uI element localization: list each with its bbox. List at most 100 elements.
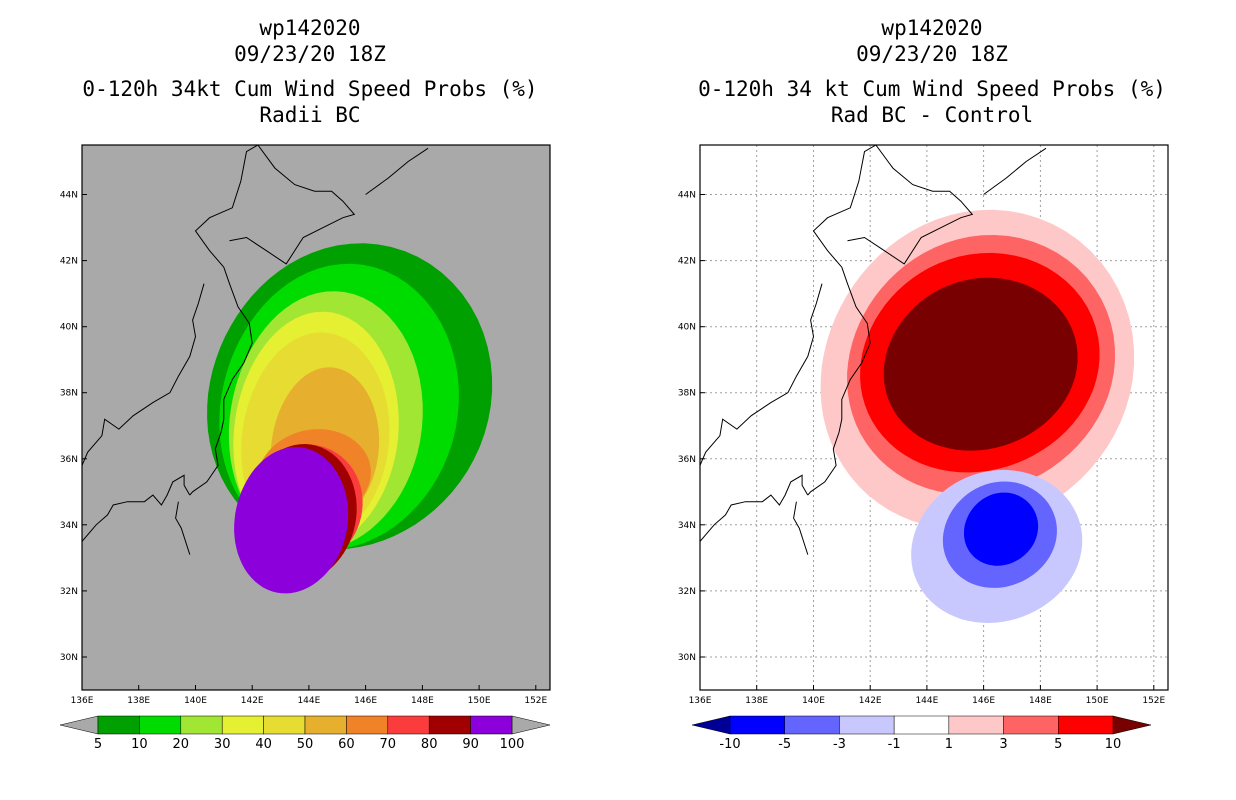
left-legend-swatch bbox=[304, 715, 347, 735]
left-y-tick-label: 30N bbox=[60, 653, 78, 663]
right-legend-swatch bbox=[893, 715, 950, 735]
left-legend-swatch bbox=[97, 715, 140, 735]
right-legend-label: -3 bbox=[833, 737, 846, 752]
left-legend-label: 10 bbox=[131, 737, 148, 752]
right-legend-label: 10 bbox=[1105, 737, 1122, 752]
left-x-tick-label: 136E bbox=[71, 696, 94, 706]
right-legend-label: -1 bbox=[888, 737, 901, 752]
left-title: wp142020 09/23/20 18Z 0-120h 34kt Cum Wi… bbox=[30, 16, 590, 128]
left-coastline-3 bbox=[229, 145, 356, 265]
right-legend-label: -5 bbox=[778, 737, 791, 752]
right-legend-label: 1 bbox=[945, 737, 953, 752]
left-legend-label: 80 bbox=[421, 737, 438, 752]
right-contour-level-neg5 bbox=[964, 492, 1039, 566]
right-x-tick-label: 152E bbox=[1142, 696, 1165, 706]
right-legend-label: 3 bbox=[999, 737, 1007, 752]
left-x-tick-label: 142E bbox=[241, 696, 264, 706]
left-coastline-5 bbox=[82, 474, 191, 542]
right-legend-label: 5 bbox=[1054, 737, 1062, 752]
right-y-tick-label: 42N bbox=[678, 257, 696, 267]
left-x-tick-label: 138E bbox=[127, 696, 150, 706]
left-contour-level-100 bbox=[234, 447, 349, 594]
right-legend-swatch bbox=[1003, 715, 1059, 735]
right-x-tick-label: 140E bbox=[802, 696, 825, 706]
right-storm-id: wp142020 bbox=[881, 16, 983, 40]
left-legend-swatch bbox=[139, 715, 182, 735]
left-x-tick-label: 152E bbox=[524, 696, 547, 706]
right-y-tick-label: 40N bbox=[678, 323, 696, 333]
left-y-tick-label: 40N bbox=[60, 323, 78, 333]
right-y-tick-label: 32N bbox=[678, 587, 696, 597]
right-x-tick-label: 148E bbox=[1029, 696, 1052, 706]
right-legend-label: -10 bbox=[719, 737, 740, 752]
right-y-tick-label: 30N bbox=[678, 653, 696, 663]
right-coastline-1 bbox=[700, 283, 823, 466]
left-coastline-6 bbox=[175, 501, 191, 555]
right-legend-swatch bbox=[784, 715, 840, 735]
right-legend-arrow-low bbox=[691, 715, 731, 735]
left-chart-title: 0-120h 34kt Cum Wind Speed Probs (%) bbox=[82, 77, 538, 102]
right-coastline-6 bbox=[793, 501, 809, 555]
right-chart-subtitle: Rad BC - Control bbox=[830, 102, 1034, 127]
right-coastline-0 bbox=[807, 267, 871, 496]
right-x-tick-label: 146E bbox=[972, 696, 995, 706]
right-coastline-3 bbox=[847, 145, 974, 265]
left-date: 09/23/20 18Z bbox=[234, 41, 386, 66]
left-legend-swatch bbox=[470, 715, 513, 735]
left-x-tick-label: 140E bbox=[184, 696, 207, 706]
left-legend-swatch bbox=[387, 715, 430, 735]
left-legend-label: 90 bbox=[462, 737, 479, 752]
right-x-tick-label: 136E bbox=[689, 696, 712, 706]
right-title: wp142020 09/23/20 18Z 0-120h 34 kt Cum W… bbox=[652, 16, 1212, 128]
right-legend-swatch bbox=[948, 715, 1004, 735]
right-y-tick-label: 44N bbox=[678, 191, 696, 201]
right-x-tick-label: 142E bbox=[859, 696, 882, 706]
right-legend-swatch bbox=[729, 715, 785, 735]
right-coastline-2 bbox=[812, 145, 877, 268]
left-x-tick-label: 150E bbox=[468, 696, 491, 706]
left-legend-label: 70 bbox=[380, 737, 397, 752]
left-coastline-0 bbox=[189, 267, 253, 496]
left-legend-swatch bbox=[221, 715, 264, 735]
left-coastline-2 bbox=[194, 145, 259, 268]
left-coastline-1 bbox=[82, 283, 205, 466]
right-chart-title: 0-120h 34 kt Cum Wind Speed Probs (%) bbox=[698, 77, 1166, 102]
left-y-tick-label: 36N bbox=[60, 455, 78, 465]
left-legend-swatch bbox=[180, 715, 223, 735]
left-coastline-4 bbox=[365, 147, 429, 195]
right-coastline-4 bbox=[983, 147, 1047, 195]
right-legend-swatch bbox=[1058, 715, 1114, 735]
right-legend-swatch bbox=[839, 715, 895, 735]
left-y-tick-label: 34N bbox=[60, 521, 78, 531]
right-coastline-5 bbox=[700, 474, 809, 542]
left-y-tick-label: 32N bbox=[60, 587, 78, 597]
right-contour-level-10 bbox=[883, 277, 1078, 451]
left-y-tick-label: 44N bbox=[60, 191, 78, 201]
left-legend-label: 20 bbox=[173, 737, 190, 752]
left-legend-label: 60 bbox=[338, 737, 355, 752]
left-legend-label: 50 bbox=[297, 737, 314, 752]
left-storm-id: wp142020 bbox=[259, 16, 361, 40]
left-legend-swatch bbox=[263, 715, 306, 735]
left-legend-swatch bbox=[428, 715, 471, 735]
left-y-tick-label: 42N bbox=[60, 257, 78, 267]
left-legend-label: 30 bbox=[214, 737, 231, 752]
right-y-tick-label: 38N bbox=[678, 389, 696, 399]
left-chart-subtitle: Radii BC bbox=[259, 102, 361, 127]
right-y-tick-label: 36N bbox=[678, 455, 696, 465]
right-x-tick-label: 144E bbox=[915, 696, 938, 706]
left-map-frame bbox=[81, 144, 551, 691]
right-date: 09/23/20 18Z bbox=[856, 41, 1008, 66]
right-x-tick-label: 138E bbox=[745, 696, 768, 706]
left-y-tick-label: 38N bbox=[60, 389, 78, 399]
left-x-tick-label: 146E bbox=[354, 696, 377, 706]
left-legend-label: 5 bbox=[94, 737, 102, 752]
right-legend-arrow-high bbox=[1112, 715, 1152, 735]
right-map-frame bbox=[699, 144, 1169, 691]
left-legend-arrow-high bbox=[511, 715, 551, 735]
left-legend-arrow-low bbox=[59, 715, 99, 735]
right-y-tick-label: 34N bbox=[678, 521, 696, 531]
left-legend-label: 100 bbox=[500, 737, 525, 752]
left-x-tick-label: 148E bbox=[411, 696, 434, 706]
